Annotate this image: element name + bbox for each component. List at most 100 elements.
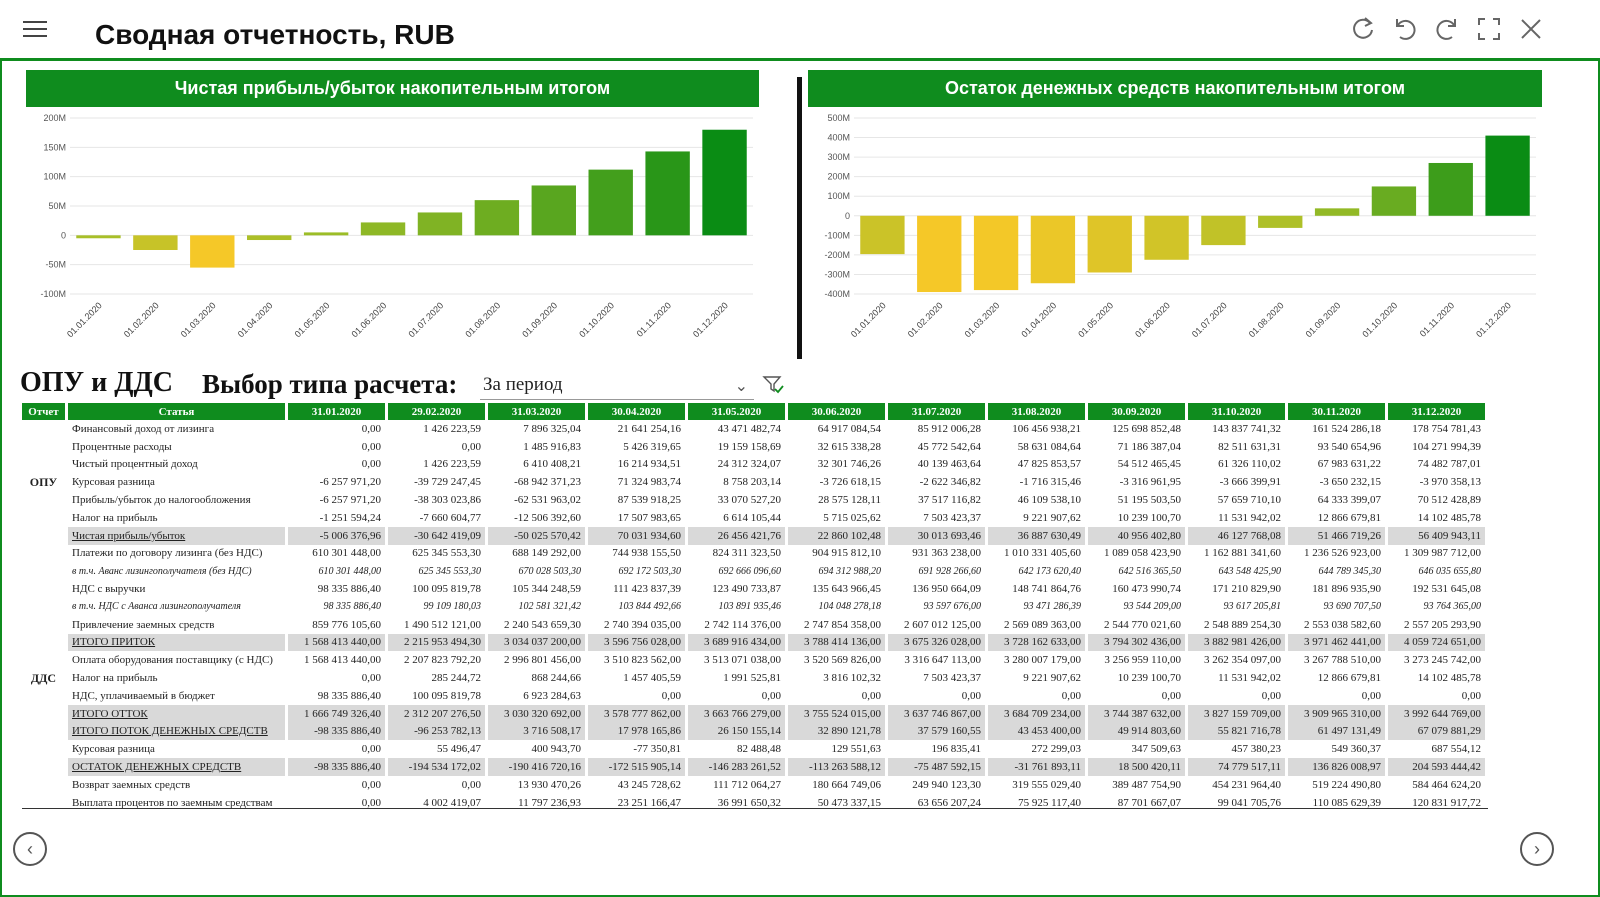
redo-icon[interactable] bbox=[1430, 12, 1464, 46]
bar[interactable] bbox=[1485, 135, 1530, 216]
bar[interactable] bbox=[474, 200, 520, 236]
close-icon[interactable] bbox=[1514, 12, 1548, 46]
bar[interactable] bbox=[190, 235, 235, 268]
bar[interactable] bbox=[1314, 208, 1360, 216]
bar[interactable] bbox=[973, 215, 1019, 291]
table-cell: 12 866 679,81 bbox=[1288, 508, 1388, 527]
bar[interactable] bbox=[1087, 215, 1132, 273]
table-cell: 3 034 037 200,00 bbox=[488, 633, 588, 652]
bar[interactable] bbox=[531, 185, 576, 236]
column-header-date[interactable]: 30.06.2020 bbox=[788, 403, 888, 420]
fullscreen-icon[interactable] bbox=[1472, 12, 1506, 46]
bar[interactable] bbox=[588, 169, 633, 236]
filter-clear-icon[interactable] bbox=[762, 374, 784, 396]
table-cell: 7 503 423,37 bbox=[888, 669, 988, 687]
x-tick-label: 01.04.2020 bbox=[1019, 300, 1058, 339]
bar[interactable] bbox=[1201, 215, 1246, 246]
column-header-date[interactable]: 31.01.2020 bbox=[288, 403, 388, 420]
table-cell: 160 473 990,74 bbox=[1088, 580, 1188, 598]
table-cell: 99 041 705,76 bbox=[1188, 793, 1288, 812]
table-cell: -98 335 886,40 bbox=[288, 722, 388, 741]
table-cell: 0,00 bbox=[288, 455, 388, 474]
row-label: НДС с выручки bbox=[68, 580, 288, 598]
column-header-date[interactable]: 30.09.2020 bbox=[1088, 403, 1188, 420]
table-cell: 6 614 105,44 bbox=[688, 508, 788, 527]
bar[interactable] bbox=[860, 215, 905, 255]
table-cell: 32 890 121,78 bbox=[788, 722, 888, 741]
table-cell: 11 531 942,02 bbox=[1188, 508, 1288, 527]
table-cell: 102 581 321,42 bbox=[488, 597, 588, 616]
column-header-date[interactable]: 31.08.2020 bbox=[988, 403, 1088, 420]
table-cell: 3 637 746 867,00 bbox=[888, 704, 988, 723]
table-cell: 688 149 292,00 bbox=[488, 544, 588, 563]
cash-chart-panel: Остаток денежных средств накопительным и… bbox=[808, 70, 1542, 360]
column-header-date[interactable]: 31.12.2020 bbox=[1388, 403, 1488, 420]
column-header-date[interactable]: 29.02.2020 bbox=[388, 403, 488, 420]
y-tick-label: 0 bbox=[845, 211, 850, 221]
table-cell: 3 755 524 015,00 bbox=[788, 704, 888, 723]
column-header-item[interactable]: Статья bbox=[68, 403, 288, 420]
column-header-date[interactable]: 31.03.2020 bbox=[488, 403, 588, 420]
bar[interactable] bbox=[1371, 186, 1417, 216]
column-header-report[interactable]: Отчет bbox=[22, 403, 68, 420]
table-row: Привлечение заемных средств 859 776 105,6… bbox=[22, 615, 1488, 634]
table-cell: 319 555 029,40 bbox=[988, 775, 1088, 794]
table-row: Процентные расходы 0,00 0,00 1 485 916,83 5 … bbox=[22, 437, 1488, 456]
table-cell: -75 487 592,15 bbox=[888, 758, 988, 776]
table-row: Налог на прибыль -1 251 594,24 -7 660 604,… bbox=[22, 508, 1488, 527]
bar[interactable] bbox=[1030, 215, 1076, 284]
table-cell: -77 350,81 bbox=[588, 740, 688, 759]
y-tick-label: 200M bbox=[827, 172, 850, 182]
table-cell: -68 942 371,23 bbox=[488, 473, 588, 492]
bar[interactable] bbox=[76, 235, 121, 239]
table-row: Курсовая разница 0,00 55 496,47 400 943,70-… bbox=[22, 740, 1488, 759]
table-bottom-line bbox=[22, 808, 1488, 809]
table-cell: 3 909 965 310,00 bbox=[1288, 704, 1388, 723]
menu-icon[interactable] bbox=[20, 16, 50, 42]
y-tick-label: 300M bbox=[827, 152, 850, 162]
table-cell: 36 991 650,32 bbox=[688, 793, 788, 812]
table-cell: 3 827 159 709,00 bbox=[1188, 704, 1288, 723]
bar[interactable] bbox=[417, 212, 463, 236]
table-cell: 106 456 938,21 bbox=[988, 420, 1088, 438]
table-cell: 82 488,48 bbox=[688, 740, 788, 759]
y-tick-label: 100M bbox=[827, 191, 850, 201]
bar[interactable] bbox=[1258, 215, 1303, 228]
bar[interactable] bbox=[702, 129, 747, 236]
column-header-date[interactable]: 31.07.2020 bbox=[888, 403, 988, 420]
undo-icon[interactable] bbox=[1388, 12, 1422, 46]
bar[interactable] bbox=[247, 235, 292, 241]
table-cell: 5 426 319,65 bbox=[588, 437, 688, 456]
table-cell: 454 231 964,40 bbox=[1188, 775, 1288, 794]
table-cell: 3 262 354 097,00 bbox=[1188, 651, 1288, 670]
bar[interactable] bbox=[645, 151, 690, 236]
column-header-date[interactable]: 31.10.2020 bbox=[1188, 403, 1288, 420]
bar[interactable] bbox=[1428, 162, 1473, 216]
table-cell: 40 139 463,64 bbox=[888, 455, 988, 474]
table-cell: 0,00 bbox=[1188, 686, 1288, 705]
column-header-date[interactable]: 30.11.2020 bbox=[1288, 403, 1388, 420]
table-row: Оплата оборудования поставщику (с НДС) 1 … bbox=[22, 651, 1488, 670]
column-header-date[interactable]: 31.05.2020 bbox=[688, 403, 788, 420]
bar[interactable] bbox=[303, 232, 349, 236]
bar[interactable] bbox=[360, 222, 406, 236]
bar[interactable] bbox=[1144, 215, 1189, 260]
y-tick-label: -50M bbox=[45, 260, 66, 270]
table-cell: 64 917 084,54 bbox=[788, 420, 888, 438]
next-page-button[interactable]: › bbox=[1520, 832, 1554, 866]
refresh-icon[interactable] bbox=[1346, 12, 1380, 46]
prev-page-button[interactable]: ‹ bbox=[13, 832, 47, 866]
table-row: НДС с выручки 98 335 886,40 100 095 819,78… bbox=[22, 580, 1488, 598]
table-cell: -3 970 358,13 bbox=[1388, 473, 1488, 492]
column-header-date[interactable]: 30.04.2020 bbox=[588, 403, 688, 420]
table-cell: 93 690 707,50 bbox=[1288, 597, 1388, 616]
bar[interactable] bbox=[133, 235, 178, 250]
calc-type-select[interactable]: За период ⌄ bbox=[480, 374, 754, 400]
table-header-row: Отчет Статья 31.01.2020 29.02.2020 31.03.2… bbox=[22, 403, 1488, 420]
table-cell: 1 568 413 440,00 bbox=[288, 633, 388, 652]
table-cell: 0,00 bbox=[1288, 686, 1388, 705]
table-cell: 180 664 749,06 bbox=[788, 775, 888, 794]
bar[interactable] bbox=[917, 215, 962, 293]
table-cell: 111 712 064,27 bbox=[688, 775, 788, 794]
table-row: НДС, уплачиваемый в бюджет 98 335 886,40 1… bbox=[22, 686, 1488, 705]
